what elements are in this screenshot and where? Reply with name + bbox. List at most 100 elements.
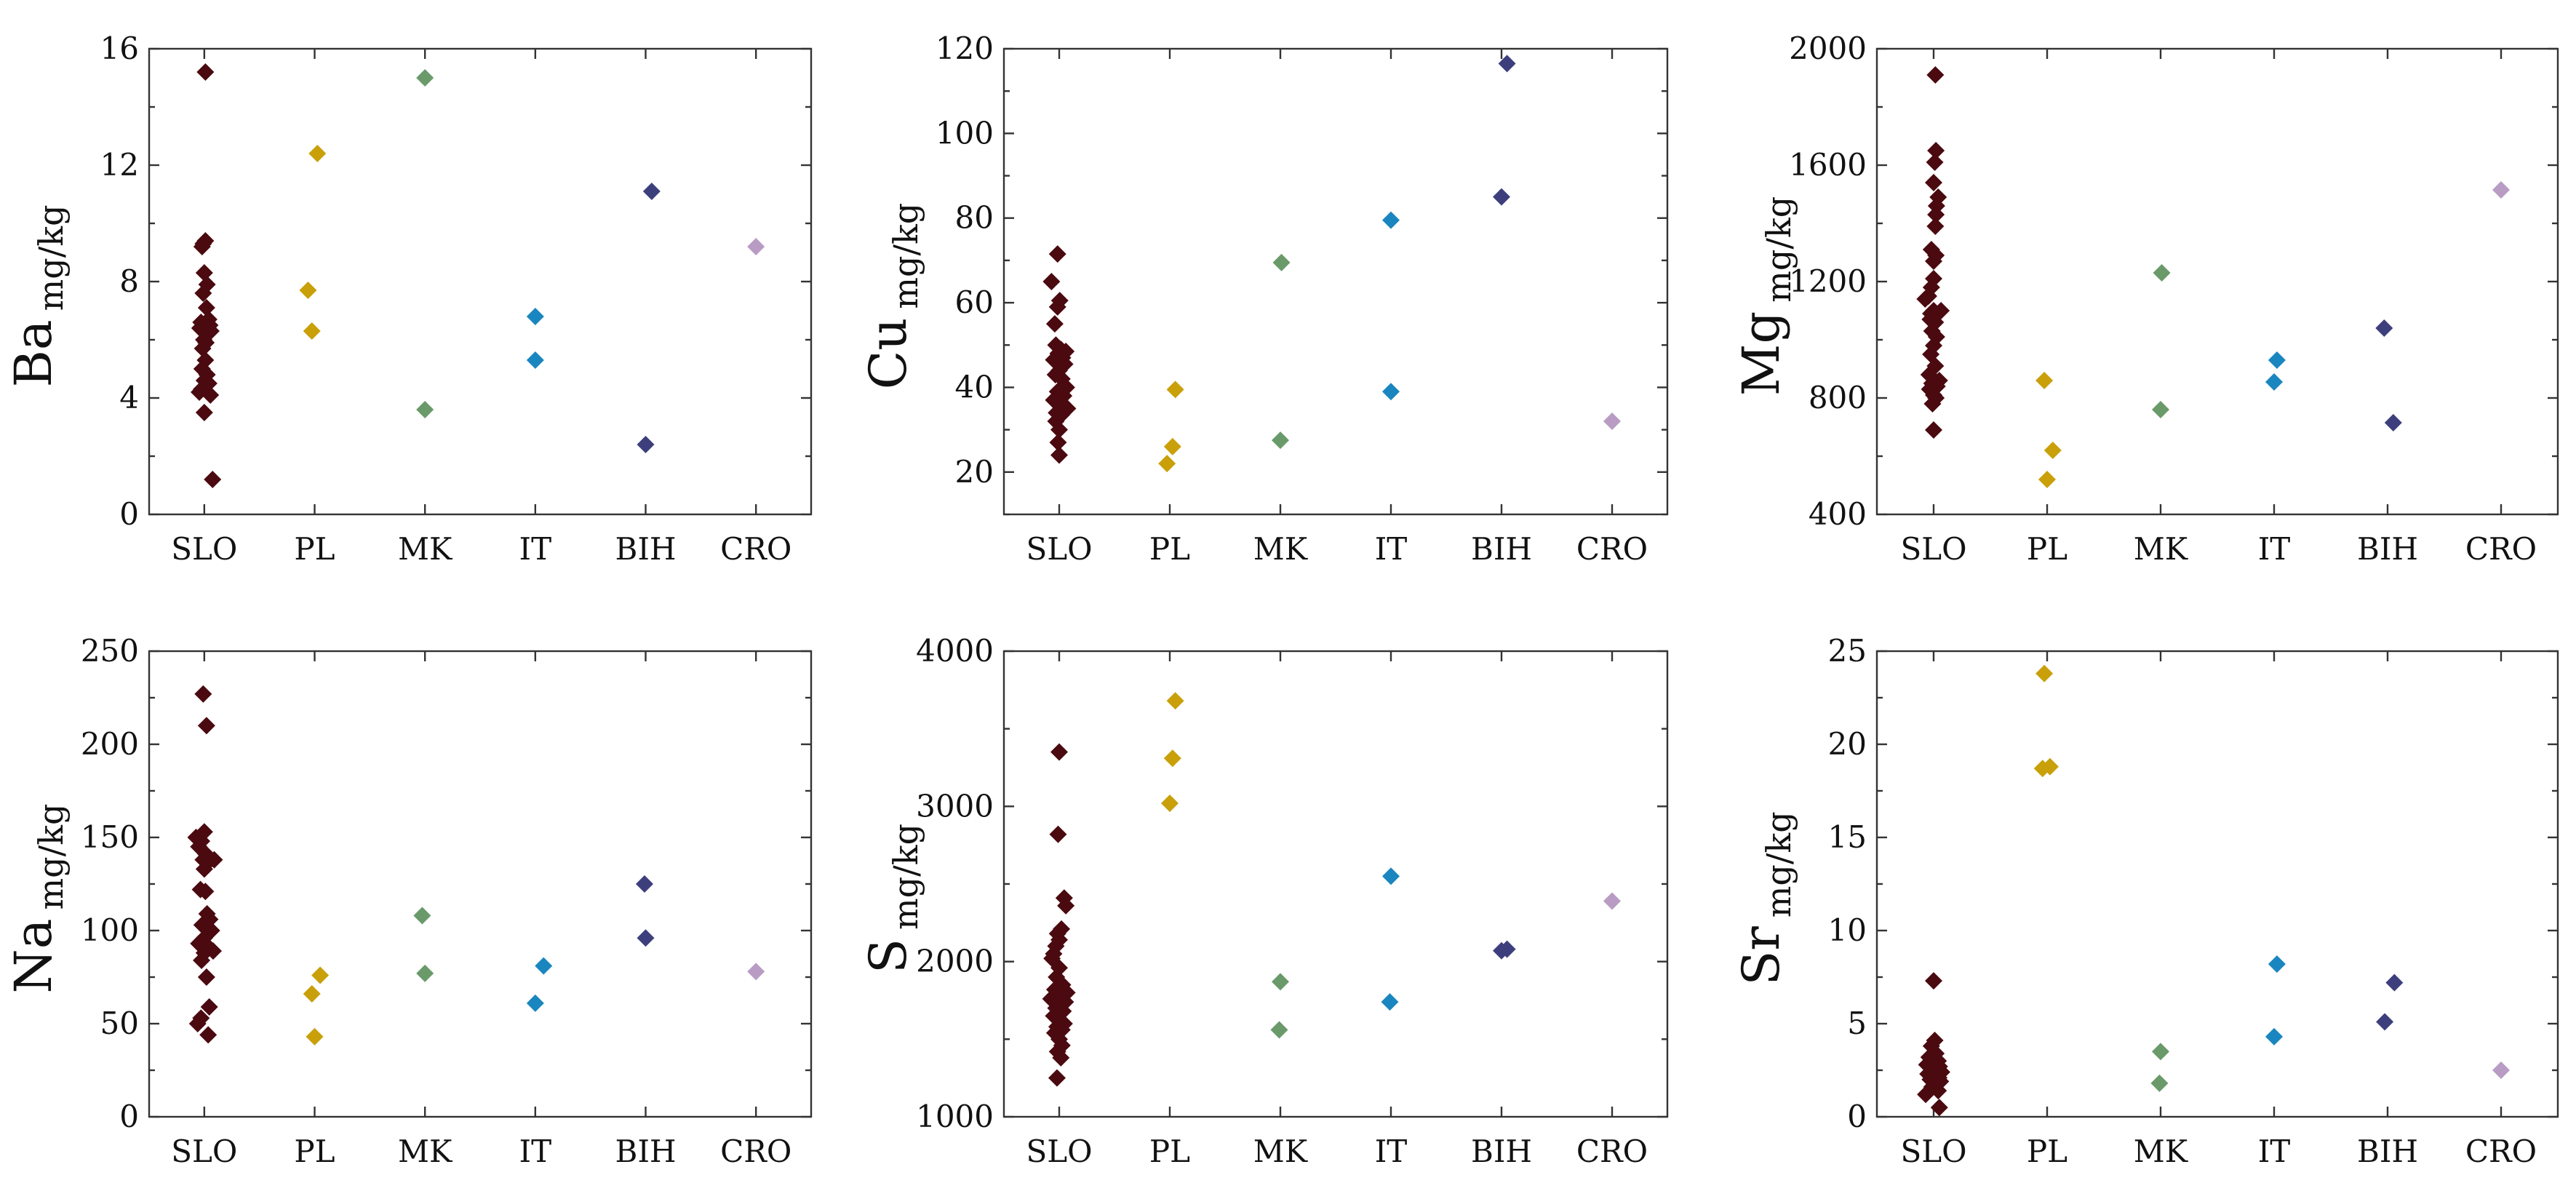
panel-cu-ylabel-unit: mg/kg <box>886 203 925 309</box>
panel-mg-ytick-label: 2000 <box>1789 31 1867 66</box>
panel-na-point-slo <box>197 968 215 986</box>
panel-ba-ytick-label: 16 <box>100 31 139 66</box>
panel-sr-point-pl <box>2035 664 2054 682</box>
panel-s-ytick-label: 2000 <box>916 944 994 979</box>
panel-sr-ylabel: Sr mg/kg <box>1731 811 1798 985</box>
panel-na-point-bih <box>635 875 653 893</box>
panel-mg-point-it <box>2265 373 2283 391</box>
panel-na-point-mk <box>416 964 434 982</box>
panel-mg-point-slo <box>1923 395 1942 413</box>
panel-ba-point-cro <box>747 238 765 255</box>
panel-ba-ylabel-unit: mg/kg <box>31 204 71 311</box>
panel-ba-point-pl <box>303 322 321 340</box>
panel-sr-frame <box>1875 650 2559 1118</box>
panel-cu-ytick-label: 80 <box>955 200 994 236</box>
panel-ba-point-slo <box>202 386 220 404</box>
panel-cu-point-slo <box>1048 245 1066 263</box>
panel-ba-frame <box>148 47 813 516</box>
panel-sr-ylabel-element: Sr <box>1731 926 1791 986</box>
panel-sr-xtick-label-it: IT <box>2258 1134 2291 1169</box>
panel-mg: 400 800 1200 1600 2000 SLO PL MK IT BIH CRO Mg mg/kg <box>1731 31 2559 567</box>
panel-na-point-pl <box>306 1027 324 1045</box>
panel-s-point-mk <box>1272 973 1289 991</box>
panel-na-xtick-label-cro: CRO <box>720 1134 791 1169</box>
panel-na-ytick-label: 250 <box>81 633 139 669</box>
panel-na-ylabel: Na mg/kg <box>4 804 71 994</box>
panel-mg-xtick-label-it: IT <box>2258 531 2291 567</box>
panel-mg-point-pl <box>2035 372 2054 389</box>
panel-sr-point-slo <box>1925 972 1942 990</box>
panel-sr-point-bih <box>2385 973 2404 992</box>
panel-na-xtick-label-mk: MK <box>398 1134 453 1169</box>
panel-sr-ytick-label: 25 <box>1828 633 1867 669</box>
panel-ba-xtick-label-mk: MK <box>398 531 453 567</box>
panel-ba-point-pl <box>308 145 327 162</box>
panel-na-xtick-label-pl: PL <box>294 1134 335 1169</box>
panel-cu-ytick-label: 120 <box>936 31 994 66</box>
panel-s-point-it <box>1381 993 1399 1011</box>
panel-s-xtick-label-slo: SLO <box>1026 1134 1092 1169</box>
panel-cu-xtick-label-slo: SLO <box>1026 531 1092 567</box>
panel-ba-ytick-label: 4 <box>119 380 139 415</box>
panel-ba-point-mk <box>416 401 434 418</box>
panel-cu-ytick-label: 100 <box>936 115 994 151</box>
panel-mg-point-slo <box>1927 206 1945 223</box>
panel-mg-point-slo <box>1916 290 1934 308</box>
panel-s-xtick-label-mk: MK <box>1253 1134 1309 1169</box>
panel-sr-xtick-label-pl: PL <box>2027 1134 2067 1169</box>
panel-cu-point-it <box>1382 383 1400 401</box>
panel-na-xtick-label-slo: SLO <box>171 1134 237 1169</box>
panel-mg-ytick-label: 1200 <box>1789 263 1867 299</box>
panel-mg-ylabel-unit: mg/kg <box>1759 196 1798 303</box>
panel-sr-ytick-label: 20 <box>1828 726 1867 762</box>
panel-cu-xtick-label-pl: PL <box>1149 531 1190 567</box>
panel-s-point-slo <box>1057 896 1075 915</box>
panel-na-point-slo <box>188 1015 207 1032</box>
panel-sr-point-slo <box>1917 1086 1935 1104</box>
panel-sr-xtick-label-slo: SLO <box>1900 1134 1966 1169</box>
panel-mg-point-bih <box>2375 319 2393 337</box>
panel-ba-point-slo <box>193 238 211 255</box>
panel-ba-xtick-label-cro: CRO <box>720 531 791 567</box>
panel-na-point-bih <box>637 929 655 947</box>
panel-cu-point-mk <box>1272 253 1291 271</box>
panel-s-ytick-label: 3000 <box>916 788 994 824</box>
panel-ba-xtick-label-bih: BIH <box>615 531 676 567</box>
panel-na-point-slo <box>199 1026 218 1044</box>
panel-cu-ytick-label: 60 <box>955 284 994 320</box>
panel-na-ytick-label: 150 <box>81 819 139 855</box>
panel-na-ylabel-element: Na <box>4 918 63 993</box>
panel-s-ytick-label: 1000 <box>916 1099 994 1134</box>
panel-sr-point-slo <box>1929 1082 1947 1100</box>
panel-ba-point-slo <box>204 471 222 488</box>
panel-s-point-pl <box>1166 692 1184 710</box>
panel-mg-point-cro <box>2492 181 2510 199</box>
panel-ba-xtick-label-pl: PL <box>294 531 335 567</box>
panel-sr-xtick-label-cro: CRO <box>2465 1134 2537 1169</box>
panel-sr-point-mk <box>2152 1043 2169 1061</box>
panel-cu-point-it <box>1382 211 1400 229</box>
panel-s-ylabel-unit: mg/kg <box>886 824 925 930</box>
panel-cu-point-cro <box>1603 413 1621 430</box>
panel-s-point-mk <box>1270 1021 1288 1039</box>
panel-ba-point-slo <box>197 299 215 316</box>
panel-mg-point-mk <box>2152 401 2169 418</box>
panel-na-ytick-label: 50 <box>100 1005 139 1041</box>
panel-na-point-cro <box>747 963 765 981</box>
panel-s-ytick-label: 4000 <box>916 633 994 669</box>
panel-ba-ylabel: Ba mg/kg <box>4 204 71 387</box>
panel-na-ytick-label: 100 <box>81 912 139 948</box>
panel-mg-point-slo <box>1925 174 1942 191</box>
panel-cu-point-slo <box>1048 298 1066 316</box>
panel-ba-ytick-label: 0 <box>119 496 139 532</box>
panel-s-point-slo <box>1052 1048 1070 1067</box>
panel-s-point-slo <box>1049 825 1067 843</box>
panel-s-point-slo <box>1048 1069 1066 1087</box>
panel-sr-ylabel-unit: mg/kg <box>1759 811 1798 917</box>
panel-sr-point-it <box>2268 955 2286 973</box>
panel-sr-ytick-label: 0 <box>1847 1099 1867 1134</box>
panel-cu-point-slo <box>1049 434 1067 452</box>
panel-na-point-mk <box>413 907 431 925</box>
panel-ba-ytick-label: 12 <box>100 147 139 183</box>
panel-na-point-slo <box>200 997 218 1016</box>
